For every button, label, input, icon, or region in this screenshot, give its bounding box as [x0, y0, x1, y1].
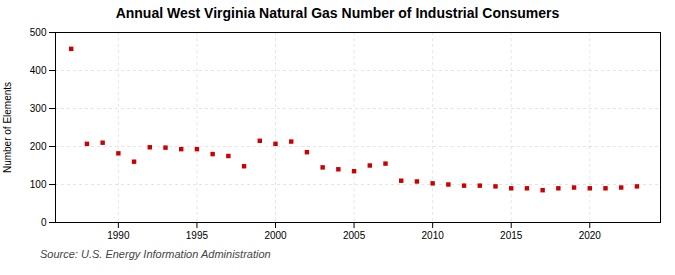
svg-text:2010: 2010	[422, 230, 445, 241]
svg-text:0: 0	[41, 217, 47, 228]
svg-text:2020: 2020	[579, 230, 602, 241]
svg-text:500: 500	[30, 27, 47, 38]
svg-text:2015: 2015	[500, 230, 523, 241]
svg-text:2005: 2005	[343, 230, 366, 241]
svg-text:100: 100	[30, 179, 47, 190]
svg-text:2000: 2000	[264, 230, 287, 241]
svg-text:1990: 1990	[107, 230, 130, 241]
html-text:Source: U.S. Energy Informatio: Source: U.S. Energy Information Administ…	[40, 248, 271, 260]
svg-text:Number of Elements: Number of Elements	[2, 82, 13, 173]
svg-text:400: 400	[30, 65, 47, 76]
svg-text:1995: 1995	[186, 230, 209, 241]
svg-text:300: 300	[30, 103, 47, 114]
svg-text:200: 200	[30, 141, 47, 152]
html-text:Annual West Virginia Natural G: Annual West Virginia Natural Gas Number …	[115, 5, 560, 21]
